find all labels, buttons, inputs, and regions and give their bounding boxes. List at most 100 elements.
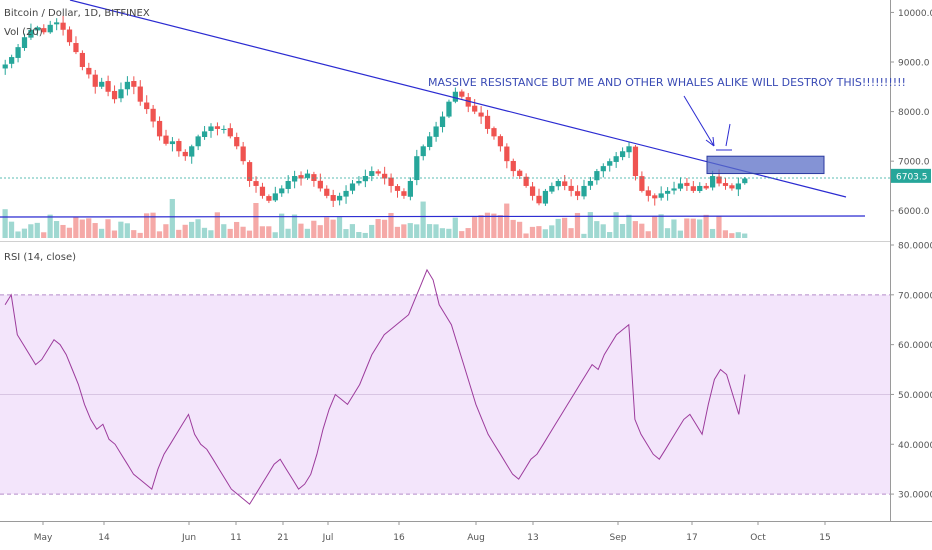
candle-body — [105, 81, 111, 92]
candle-body — [21, 37, 28, 49]
candle-body — [639, 176, 645, 191]
volume-bar — [234, 221, 240, 238]
candle-body — [201, 131, 208, 137]
candle-body — [613, 156, 619, 162]
volume-bar — [581, 233, 587, 238]
candle-body — [156, 120, 163, 137]
candle-body — [343, 190, 349, 197]
candle-body — [491, 128, 497, 137]
time-tick-label: 11 — [230, 533, 241, 543]
candle-body — [137, 86, 143, 102]
volume-bar — [208, 230, 214, 238]
volume-bar — [652, 216, 658, 238]
candle-body — [28, 29, 34, 38]
volume-bar — [716, 215, 722, 238]
candle-body — [234, 137, 240, 147]
candle-body — [735, 183, 741, 190]
price-axis-labels: 10000.0 9000.0 8000.0 7000.0 6000.0 6703.5 — [890, 9, 932, 217]
candle-body — [722, 183, 729, 186]
time-tick-label: 16 — [393, 533, 405, 543]
volume-bar — [664, 228, 671, 238]
support-line[interactable] — [0, 215, 866, 218]
volume-bar — [15, 231, 21, 238]
candle-body — [529, 186, 536, 196]
candle-body — [66, 29, 73, 43]
volume-bar — [381, 219, 388, 238]
candle-body — [536, 195, 542, 204]
volume-bar — [684, 218, 690, 238]
candle-body — [362, 176, 368, 182]
candle-body — [517, 170, 523, 177]
candle-body — [291, 176, 298, 182]
candle-body — [626, 146, 632, 153]
candle-body — [227, 128, 233, 137]
candle-body — [497, 136, 504, 147]
resistance-zone[interactable] — [706, 155, 825, 175]
time-tick-label: 15 — [819, 533, 830, 543]
volume-bar — [28, 224, 34, 238]
candle-body — [484, 115, 491, 129]
volume-bar — [690, 218, 696, 238]
arrow-line-2 — [725, 123, 731, 147]
volume-bar — [452, 217, 458, 238]
candle-body — [684, 182, 690, 186]
candle-body — [555, 180, 561, 187]
candle-body — [253, 181, 259, 186]
candle-body — [401, 191, 407, 196]
volume-bar — [729, 233, 735, 238]
candle-body — [221, 128, 227, 130]
volume-bar — [60, 224, 66, 238]
candle-body — [478, 112, 484, 117]
volume-bar — [253, 202, 259, 238]
volume-bar — [574, 212, 581, 238]
candle-body — [619, 151, 626, 158]
volume-bar — [542, 229, 548, 238]
candle-body — [356, 180, 362, 184]
volume-bar — [362, 232, 368, 238]
rsi-series-line — [4, 268, 746, 505]
candle-body — [34, 27, 40, 31]
rsi-band — [0, 294, 890, 495]
volume-bar — [156, 231, 163, 238]
volume-bar — [632, 221, 638, 238]
volume-bar — [66, 227, 73, 238]
volume-bar — [343, 229, 349, 238]
time-tick-label: Sep — [610, 533, 627, 543]
candle-body — [79, 52, 86, 67]
volume-bar — [21, 228, 28, 238]
volume-bar — [523, 233, 529, 238]
candle-body — [427, 136, 433, 147]
last-price-label: 6703.5 — [896, 172, 928, 182]
candle-body — [150, 108, 156, 122]
volume-bar — [587, 212, 593, 238]
volume-bar — [214, 212, 220, 238]
candle-body — [176, 141, 182, 152]
volume-bar — [388, 212, 394, 238]
candle-body — [671, 188, 677, 191]
volume-bar — [285, 228, 291, 238]
candle-body — [163, 135, 169, 144]
volume-bar — [459, 231, 465, 238]
volume-bar — [311, 220, 317, 238]
rsi-tick-label: 70.0000 — [898, 291, 932, 301]
candle-body — [465, 97, 471, 107]
candle-body — [169, 141, 176, 145]
time-tick-label: 13 — [527, 533, 538, 543]
volume-bar — [555, 218, 561, 238]
candle-body — [266, 196, 272, 201]
volume-bar — [272, 232, 278, 238]
candle-body — [304, 173, 311, 178]
volume-bar — [613, 212, 619, 238]
candle-body — [703, 185, 709, 189]
rsi-tick-label: 30.0000 — [898, 491, 932, 501]
rsi-tick-label: 40.0000 — [898, 441, 932, 451]
candle-body — [632, 146, 639, 177]
volume-bar — [446, 228, 452, 238]
price-tick-label: 7000.0 — [898, 158, 930, 168]
rsi-indicator-label: RSI (14, close) — [4, 252, 77, 263]
candle-body — [439, 116, 446, 128]
candle-body — [607, 161, 613, 166]
volume-bar — [607, 232, 613, 238]
chart-title: Bitcoin / Dollar, 1D, BITFINEX — [4, 8, 150, 19]
price-tick-label: 6000.0 — [898, 207, 930, 217]
